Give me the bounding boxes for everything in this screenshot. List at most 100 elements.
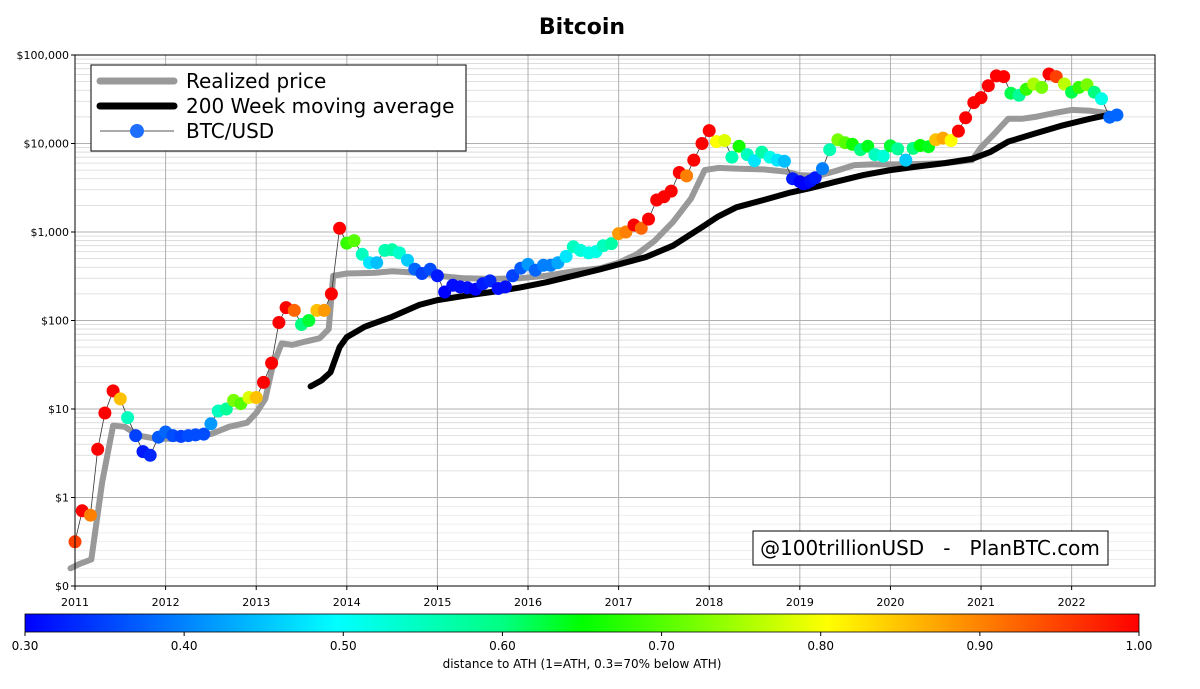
x-tick-label: 2021 (967, 596, 995, 609)
btc-usd-point (355, 247, 369, 261)
btc-usd-point (981, 79, 995, 93)
credit-label: @100trillionUSD - PlanBTC.com (760, 536, 1100, 560)
btc-usd-point (951, 124, 965, 138)
colorbar-tick-label: 0.40 (171, 639, 198, 653)
btc-usd-point (823, 143, 837, 157)
btc-usd-point (695, 137, 709, 150)
moving-average-line (307, 112, 1111, 390)
btc-usd-point (891, 142, 905, 156)
btc-usd-point (506, 269, 520, 283)
btc-usd-point (680, 169, 694, 183)
colorbar-tick-label: 0.90 (966, 639, 993, 653)
btc-usd-point (249, 391, 263, 404)
x-tick-label: 2013 (242, 596, 270, 609)
credit-frame (752, 530, 1109, 566)
btc-usd-point (265, 356, 279, 370)
legend-ma-label: 200 Week moving average (186, 94, 454, 118)
colorbar-gradient (24, 613, 1140, 633)
colorbar-label: distance to ATH (1=ATH, 0.3=70% below AT… (443, 657, 722, 671)
y-tick-label: $10 (48, 403, 69, 416)
btc-usd-point (974, 91, 988, 105)
chart-title: Bitcoin (539, 15, 625, 40)
axes: $0 $1 $10 $100 $1,000 $10,000 $100,000 2011 2012… (17, 49, 1156, 609)
colorbar-tick-label: 1.00 (1126, 639, 1153, 653)
btc-usd-point (748, 154, 761, 168)
legend-realized-label: Realized price (186, 69, 326, 93)
btc-usd-point (204, 417, 218, 431)
btc-usd-point (702, 124, 716, 138)
colorbar: 0.30 0.40 0.50 0.60 0.70 0.80 0.90 1.00 distanc… (12, 613, 1153, 671)
btc-usd-point (143, 448, 157, 462)
btc-usd-point (718, 134, 732, 147)
x-tick-label: 2019 (786, 596, 814, 609)
btc-usd-point (642, 212, 655, 226)
btc-usd-point (302, 314, 316, 327)
x-tick-label: 2012 (152, 596, 180, 609)
colorbar-tick-label: 0.30 (12, 639, 39, 653)
btc-usd-point (272, 316, 286, 329)
btc-usd-point (317, 303, 331, 317)
btc-usd-point (559, 249, 573, 263)
x-tick-label: 2014 (333, 596, 361, 609)
btc-usd-point (219, 402, 233, 416)
btc-usd-point (324, 287, 338, 301)
btc-usd-point (808, 171, 822, 185)
x-tick-label: 2017 (605, 596, 633, 609)
credit-box: @100trillionUSD - PlanBTC.com (752, 530, 1109, 566)
y-tick-label: $100,000 (17, 49, 70, 62)
y-tick-label: $100 (41, 315, 69, 328)
btc-usd-point (777, 154, 791, 168)
btc-usd-point (98, 406, 112, 420)
btc-usd-point (347, 234, 361, 248)
x-tick-label: 2011 (61, 596, 89, 609)
btc-usd-point (997, 70, 1011, 84)
btc-usd-point (370, 256, 384, 270)
btc-usd-point (604, 237, 618, 251)
btc-usd-point (664, 184, 678, 198)
btc-usd-point (257, 375, 270, 389)
btc-usd-point (83, 508, 97, 522)
y-tick-label: $0 (55, 580, 69, 593)
btc-usd-point (1035, 80, 1049, 94)
btc-usd-point (876, 149, 890, 163)
legend-btc-marker (130, 124, 144, 138)
btc-usd-point (113, 392, 127, 406)
legend-btc-label: BTC/USD (186, 119, 274, 143)
x-tick-label: 2018 (695, 596, 723, 609)
colorbar-ticks: 0.30 0.40 0.50 0.60 0.70 0.80 0.90 1.00 (12, 632, 1153, 653)
btc-usd-point (197, 427, 211, 441)
btc-usd-point (816, 162, 829, 176)
y-tick-label: $10,000 (24, 138, 70, 151)
btc-usd-point (430, 269, 444, 283)
btc-usd-point (959, 111, 973, 125)
moving-average-series (307, 112, 1111, 390)
btc-usd-point (401, 253, 414, 267)
x-tick-label: 2016 (514, 596, 542, 609)
btc-usd-point (498, 280, 512, 294)
btc-usd-point (333, 221, 347, 235)
colorbar-tick-label: 0.80 (807, 639, 834, 653)
legend: Realized price 200 Week moving average B… (90, 64, 467, 152)
colorbar-tick-label: 0.50 (330, 639, 357, 653)
btc-usd-point (725, 150, 739, 164)
btc-usd-point (121, 411, 135, 425)
btc-usd-point (1095, 92, 1108, 106)
x-tick-label: 2015 (423, 596, 451, 609)
btc-usd-point (287, 303, 301, 317)
x-tick-label: 2020 (876, 596, 904, 609)
colorbar-tick-label: 0.60 (489, 639, 516, 653)
btc-usd-point (129, 429, 143, 443)
btc-usd-point (732, 139, 746, 153)
btc-usd-point (687, 153, 701, 167)
btc-usd-point (483, 274, 497, 288)
y-tick-label: $1,000 (31, 226, 70, 239)
colorbar-tick-label: 0.70 (648, 639, 675, 653)
btc-usd-point (91, 442, 105, 456)
btc-usd-series (68, 67, 1124, 549)
btc-usd-point (899, 153, 913, 167)
y-tick-label: $1 (55, 492, 69, 505)
btc-usd-point (1110, 108, 1124, 122)
x-tick-label: 2022 (1058, 596, 1086, 609)
